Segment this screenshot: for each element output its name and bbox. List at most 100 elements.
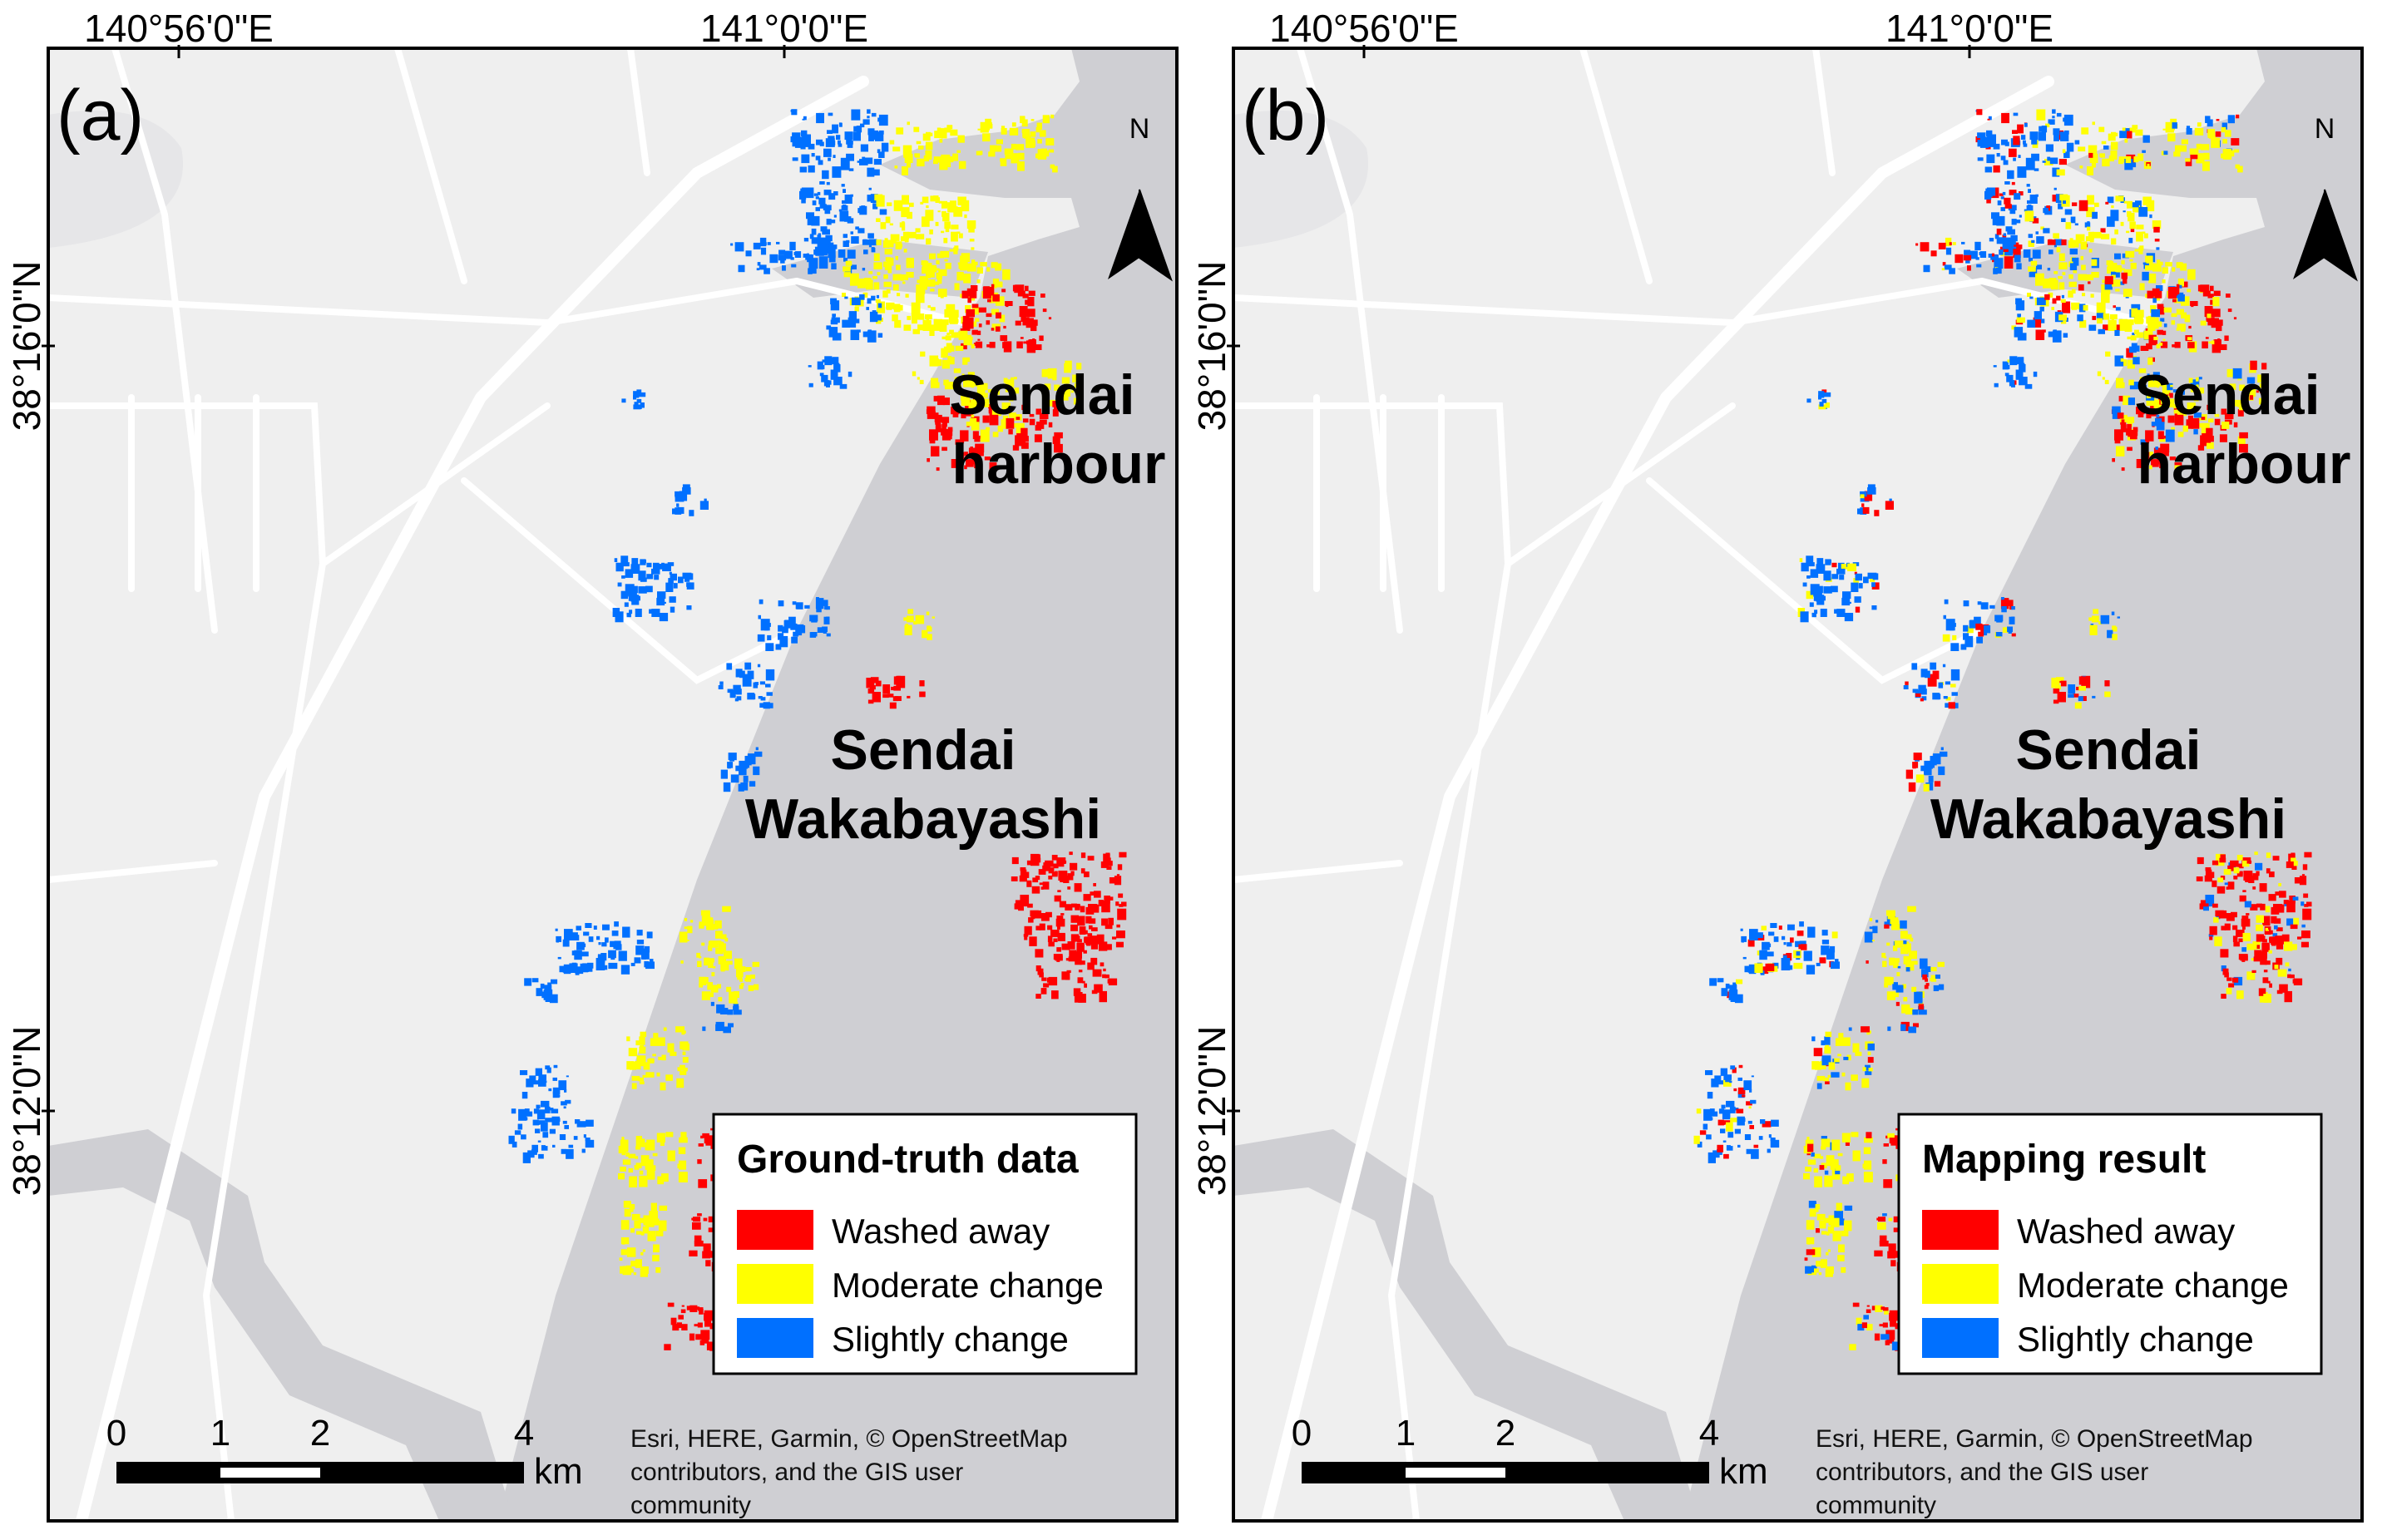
building <box>939 324 947 332</box>
building <box>845 260 852 266</box>
building <box>1831 931 1838 939</box>
building <box>700 1135 704 1139</box>
building <box>2115 195 2124 202</box>
building <box>2018 155 2021 158</box>
building <box>2250 904 2258 911</box>
building <box>682 1057 689 1063</box>
building <box>882 693 889 698</box>
building <box>2131 308 2138 318</box>
building <box>2182 425 2188 432</box>
building <box>2177 390 2185 395</box>
building <box>2146 395 2156 407</box>
building <box>2255 862 2263 871</box>
building <box>1865 1064 1871 1071</box>
scale-tick-label: 0 <box>106 1413 126 1454</box>
building <box>2224 882 2228 886</box>
building <box>912 328 920 334</box>
building <box>1116 930 1125 939</box>
building <box>815 598 824 610</box>
building <box>871 169 880 176</box>
building <box>1016 144 1025 151</box>
building <box>2013 112 2019 116</box>
building <box>1977 157 1984 161</box>
building <box>511 1108 516 1114</box>
building <box>953 207 963 217</box>
building <box>2160 341 2168 348</box>
building <box>734 698 739 702</box>
building <box>655 564 663 570</box>
building <box>1084 983 1087 988</box>
building <box>1831 1072 1840 1078</box>
building <box>1967 626 1974 634</box>
building <box>1084 871 1090 877</box>
building <box>2266 868 2271 874</box>
building <box>1054 403 1063 411</box>
building <box>1825 1031 1832 1038</box>
building <box>1874 1250 1883 1256</box>
map-frame <box>1232 47 2364 1523</box>
building <box>1040 913 1050 921</box>
building <box>657 1176 665 1185</box>
building <box>2017 166 2027 178</box>
building <box>1799 558 1803 562</box>
attribution-line: contributors, and the GIS user <box>630 1459 963 1486</box>
building <box>833 191 838 196</box>
building <box>2207 436 2214 442</box>
building <box>2091 272 2099 278</box>
building <box>2107 216 2115 227</box>
building <box>2115 324 2120 331</box>
building <box>1048 941 1055 947</box>
building <box>2069 263 2078 270</box>
building <box>986 320 991 325</box>
building <box>1887 911 1895 920</box>
building <box>634 957 641 964</box>
building <box>2120 221 2124 226</box>
building <box>1065 360 1072 370</box>
building <box>2093 609 2099 615</box>
building <box>669 571 672 575</box>
building <box>2146 200 2155 212</box>
building <box>2142 262 2147 265</box>
building <box>823 148 832 157</box>
building <box>826 616 830 621</box>
building <box>2140 439 2147 445</box>
longitude-label: 140°56'0"E <box>84 7 274 50</box>
building <box>2001 597 2004 600</box>
building <box>2009 616 2015 624</box>
building <box>2281 894 2284 898</box>
building <box>1026 343 1036 353</box>
building <box>1105 852 1110 858</box>
building <box>635 1259 642 1268</box>
building <box>754 984 759 990</box>
building <box>851 236 859 244</box>
building <box>886 289 891 294</box>
building <box>646 1139 655 1151</box>
road <box>394 48 467 284</box>
building <box>1748 1106 1752 1109</box>
building <box>2035 273 2044 286</box>
building <box>971 285 978 291</box>
building <box>947 205 956 213</box>
building <box>1736 979 1743 985</box>
building <box>1866 1324 1873 1330</box>
map-frame <box>47 47 1179 1523</box>
building <box>890 234 900 241</box>
building <box>2110 150 2118 160</box>
building <box>2201 417 2206 420</box>
building <box>540 1078 546 1083</box>
building <box>1821 595 1826 601</box>
building <box>701 977 709 985</box>
building <box>699 1309 704 1315</box>
building <box>843 266 851 272</box>
building <box>2160 443 2170 453</box>
building <box>694 1235 702 1245</box>
building <box>2028 266 2036 272</box>
building <box>1075 951 1082 959</box>
building <box>2196 143 2202 150</box>
building <box>958 330 968 340</box>
building <box>2138 368 2147 373</box>
building <box>1022 317 1030 326</box>
building <box>2147 358 2153 365</box>
building <box>2242 925 2246 930</box>
building <box>2027 200 2033 205</box>
